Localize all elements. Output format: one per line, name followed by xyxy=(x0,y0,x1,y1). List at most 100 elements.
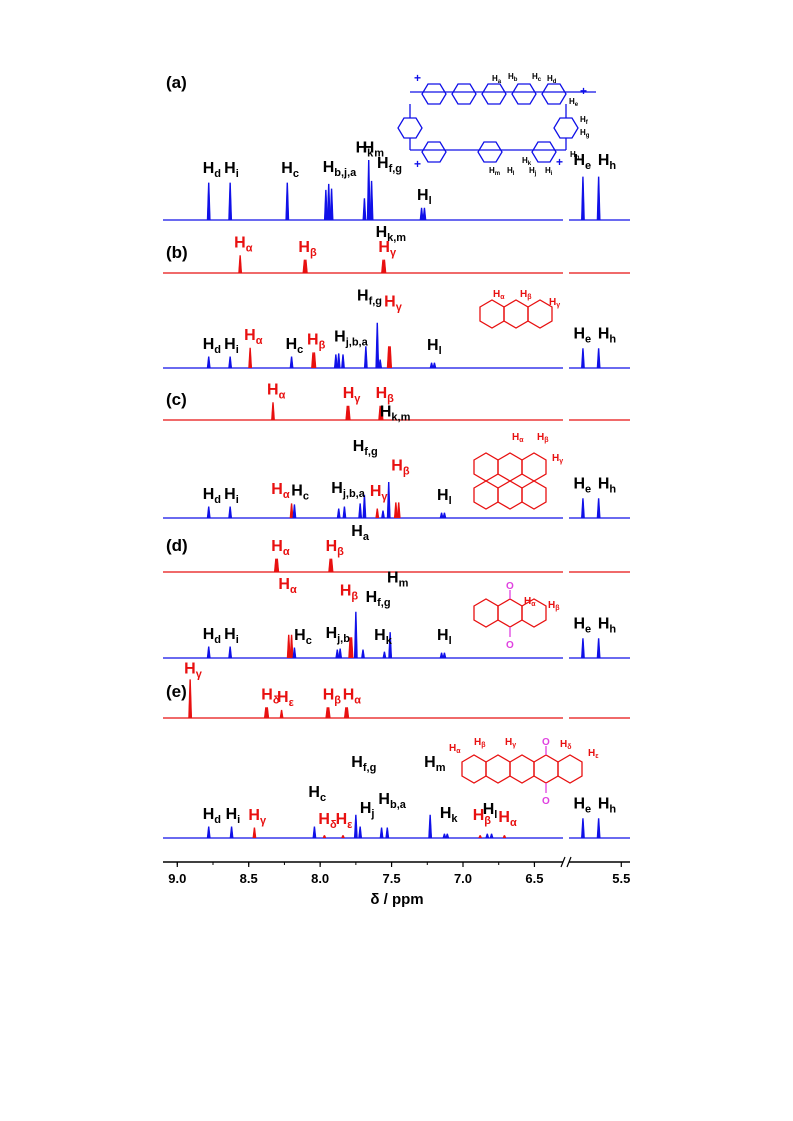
peak xyxy=(206,356,211,369)
peak xyxy=(336,508,341,519)
x-tick-label: 5.5 xyxy=(612,871,630,886)
peak-label: Hα xyxy=(267,382,286,402)
spectrum-b-guest: (b) Hα Hβ Hγ xyxy=(163,235,630,274)
panel-label: (a) xyxy=(166,73,187,92)
host-label-he: He xyxy=(569,97,579,108)
peak-label: He xyxy=(573,152,591,172)
peak-label: Hh xyxy=(598,326,617,346)
benzanthraquinone-label-delta: Hδ xyxy=(560,739,571,751)
peak-label: He xyxy=(573,326,591,346)
perylene-ring-3 xyxy=(473,480,499,510)
panel-label: (d) xyxy=(166,536,188,555)
peak xyxy=(188,679,193,719)
peak xyxy=(323,189,328,221)
peak xyxy=(581,818,585,839)
peak-label: Hd xyxy=(203,160,221,180)
structures-layer: Ha Hb Hc Hd He Hf Hg Hh Hi Hj Hk Hl Hm +… xyxy=(397,71,599,807)
peak-label: Hε xyxy=(336,811,354,831)
host-ring-top-1 xyxy=(421,83,447,105)
peak-label: Hc xyxy=(286,336,304,356)
peak-label: Hβ xyxy=(376,385,395,405)
panel-label: (e) xyxy=(166,682,187,701)
anthracene-label-alpha: Hα xyxy=(493,289,505,301)
peak-label: Hh xyxy=(598,796,617,816)
peak xyxy=(238,255,243,274)
peak xyxy=(428,814,433,839)
peak-label: Hk,m xyxy=(376,224,407,244)
peak-label: Hα xyxy=(498,809,517,829)
peak xyxy=(206,826,211,839)
peak-label: Hc xyxy=(281,160,299,180)
x-tick-label: 8.0 xyxy=(311,871,329,886)
benzanthraquinone-label-alpha: Hα xyxy=(449,743,461,755)
peak xyxy=(345,707,350,719)
peak-label: Hk xyxy=(356,139,375,159)
peak xyxy=(379,405,384,421)
peak-label: Hβ xyxy=(391,458,410,478)
peak xyxy=(286,634,291,659)
anthracene-label-gamma: Hγ xyxy=(549,297,560,309)
panel-label: (c) xyxy=(166,390,187,409)
peak xyxy=(206,646,211,659)
peak xyxy=(329,188,334,221)
host-label-hl: Hl xyxy=(507,166,515,177)
peak xyxy=(422,207,427,221)
peak xyxy=(338,648,343,659)
peak xyxy=(326,707,331,719)
peak xyxy=(432,362,437,369)
peak-label: Hα xyxy=(271,538,290,558)
peak xyxy=(442,512,447,519)
benzanthraquinone-oxygen-bottom: O xyxy=(542,796,550,807)
peak-label: Hk xyxy=(440,805,459,825)
peak-label: Hb,a xyxy=(378,791,406,811)
benzanthraquinone-label-beta: Hβ xyxy=(474,737,486,749)
peak xyxy=(229,826,234,839)
peak-label: Hβ xyxy=(298,239,317,259)
peak xyxy=(322,835,327,839)
benzanthraquinone-ring-3 xyxy=(509,754,535,784)
peak xyxy=(206,182,211,221)
peak xyxy=(596,348,601,369)
peak xyxy=(378,359,383,369)
peak xyxy=(228,646,233,659)
peak-label: Hf,g xyxy=(351,754,376,774)
peak xyxy=(349,637,354,659)
peak-label: He xyxy=(573,616,591,636)
peak xyxy=(386,481,391,519)
peak-label: Hβ xyxy=(326,538,345,558)
anthraquinone-label-beta: Hβ xyxy=(548,600,560,612)
peak xyxy=(362,198,367,221)
peak-label: Hf,g xyxy=(357,288,382,308)
peak xyxy=(581,176,585,221)
peak-label: Hj,b,a xyxy=(331,480,365,500)
anthraquinone-labels: Hα Hβ O O xyxy=(506,581,560,651)
peak-label: Ha xyxy=(351,523,370,543)
peak xyxy=(375,322,380,369)
peak-label: Hd xyxy=(203,806,221,826)
host-ring-left xyxy=(397,117,423,139)
peak xyxy=(353,611,358,659)
peak-label: Hε xyxy=(277,689,295,709)
peak-label: He xyxy=(573,796,591,816)
perylene-ring-2 xyxy=(497,452,523,482)
peak xyxy=(303,259,308,274)
anthraquinone-label-alpha: Hα xyxy=(524,596,536,608)
spectrum-c-guest: (c) Hα Hγ Hβ xyxy=(163,382,630,421)
peak-label: Hl xyxy=(437,487,452,507)
peak xyxy=(333,354,338,369)
peak xyxy=(252,827,257,839)
peak-label: Hf,g xyxy=(366,589,391,609)
peak xyxy=(382,651,387,659)
peak-label: Hf,g xyxy=(353,438,378,458)
host-label-hf: Hf xyxy=(580,115,589,126)
peak xyxy=(292,504,297,519)
anthracene-ring-2 xyxy=(503,299,529,329)
peak xyxy=(419,207,424,221)
peak xyxy=(381,510,385,519)
host-ring-right xyxy=(553,117,579,139)
peak xyxy=(228,356,233,369)
spectrum-d-complex: Hd Hi Hα Hc Hj,b Hβ Ha Hf,g Hk Hm Hl He Hh xyxy=(163,523,630,659)
host-ring-bottom-2 xyxy=(477,141,503,163)
perylene-labels: Hα Hβ Hγ xyxy=(512,432,563,465)
